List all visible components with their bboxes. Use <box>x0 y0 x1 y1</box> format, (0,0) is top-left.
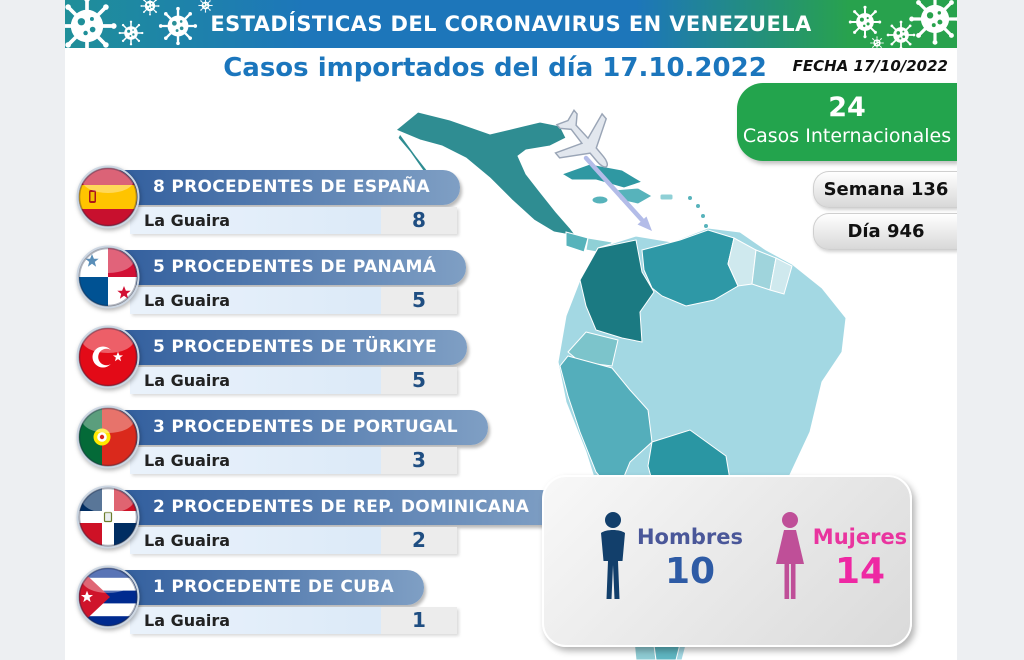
entry-row: La Guaira 2 <box>130 527 457 554</box>
location-label: La Guaira <box>144 611 231 630</box>
dominican-republic-flag-icon <box>76 485 140 549</box>
virus-icon <box>870 36 884 50</box>
case-count: 5 <box>381 287 457 314</box>
virus-icon <box>118 20 144 46</box>
virus-icon <box>56 0 118 57</box>
men-value: 10 <box>664 551 716 592</box>
day-badge: Día 946 <box>813 213 958 250</box>
country-bar: 2 PROCEDENTES DE REP. DOMINICANA <box>105 490 560 525</box>
male-icon <box>601 512 625 599</box>
case-count: 5 <box>381 367 457 394</box>
entry-row: La Guaira 5 <box>130 287 457 314</box>
country-bar: 1 PROCEDENTE DE CUBA <box>105 570 424 605</box>
left-gray-margin <box>0 0 65 660</box>
virus-icon <box>140 0 160 16</box>
total-cases-badge: 24 Casos Internacionales <box>737 83 957 161</box>
entry-row: La Guaira 1 <box>130 607 457 634</box>
virus-icon <box>848 5 882 39</box>
day-label: Día 946 <box>847 221 925 242</box>
portugal-flag-icon <box>76 405 140 469</box>
cuba-flag-icon <box>76 565 140 629</box>
country-bar: 5 PROCEDENTES DE PANAMÁ <box>105 250 467 285</box>
route-arrow-icon <box>583 155 652 231</box>
header-bar: ESTADÍSTICAS DEL CORONAVIRUS EN VENEZUEL… <box>65 0 957 48</box>
spain-flag-icon <box>76 165 140 229</box>
case-count: 2 <box>381 527 457 554</box>
country-title: 5 PROCEDENTES DE PANAMÁ <box>153 257 437 277</box>
entry-row: La Guaira 3 <box>130 447 457 474</box>
country-bar: 3 PROCEDENTES DE PORTUGAL <box>105 410 488 445</box>
subtitle: Casos importados del día 17.10.2022 <box>223 53 767 83</box>
country-row: 1 PROCEDENTE DE CUBA La Guaira 1 <box>76 565 457 634</box>
country-title: 8 PROCEDENTES DE ESPAÑA <box>153 177 430 197</box>
location-label: La Guaira <box>144 291 231 310</box>
case-count: 1 <box>381 607 457 634</box>
week-badge: Semana 136 <box>813 171 958 208</box>
virus-icon <box>198 0 213 13</box>
gender-panel: Hombres 10 Mujeres 14 <box>542 475 912 647</box>
female-icon <box>776 512 804 599</box>
panama-flag-icon <box>76 245 140 309</box>
page-title: ESTADÍSTICAS DEL CORONAVIRUS EN VENEZUEL… <box>210 12 812 36</box>
country-row: 5 PROCEDENTES DE PANAMÁ La Guaira 5 <box>76 245 467 314</box>
location-label: La Guaira <box>144 451 231 470</box>
country-row: 2 PROCEDENTES DE REP. DOMINICANA La Guai… <box>76 485 560 554</box>
country-title: 3 PROCEDENTES DE PORTUGAL <box>153 417 458 437</box>
country-title: 2 PROCEDENTES DE REP. DOMINICANA <box>153 497 530 517</box>
total-cases-label: Casos Internacionales <box>742 125 952 147</box>
virus-icon <box>158 6 198 46</box>
men-label: Hombres <box>636 525 743 549</box>
country-bar: 8 PROCEDENTES DE ESPAÑA <box>105 170 460 205</box>
country-row: 3 PROCEDENTES DE PORTUGAL La Guaira 3 <box>76 405 488 474</box>
country-row: 5 PROCEDENTES DE TÜRKIYE La Guaira 5 <box>76 325 467 394</box>
total-cases-value: 24 <box>828 92 866 123</box>
country-title: 1 PROCEDENTE DE CUBA <box>153 577 394 597</box>
entry-row: La Guaira 5 <box>130 367 457 394</box>
airplane-icon <box>554 109 609 168</box>
date-label: FECHA 17/10/2022 <box>792 57 948 75</box>
location-label: La Guaira <box>144 531 231 550</box>
entry-row: La Guaira 8 <box>130 207 457 234</box>
country-title: 5 PROCEDENTES DE TÜRKIYE <box>153 337 437 357</box>
country-row: 8 PROCEDENTES DE ESPAÑA La Guaira 8 <box>76 165 460 234</box>
case-count: 3 <box>381 447 457 474</box>
week-label: Semana 136 <box>823 179 949 200</box>
case-count: 8 <box>381 207 457 234</box>
location-label: La Guaira <box>144 371 231 390</box>
women-value: 14 <box>834 551 886 592</box>
women-label: Mujeres <box>812 525 908 549</box>
turkey-flag-icon <box>76 325 140 389</box>
location-label: La Guaira <box>144 211 231 230</box>
right-gray-margin <box>957 0 1024 660</box>
virus-icon <box>908 0 962 46</box>
country-bar: 5 PROCEDENTES DE TÜRKIYE <box>105 330 467 365</box>
